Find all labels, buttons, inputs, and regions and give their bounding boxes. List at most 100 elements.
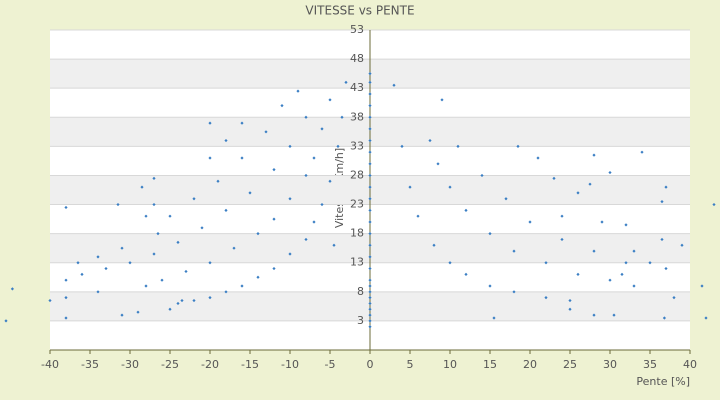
point [432, 243, 436, 247]
point [512, 249, 516, 253]
point [368, 150, 372, 154]
point [368, 325, 372, 329]
point [368, 162, 372, 166]
point [64, 316, 68, 320]
point [312, 156, 316, 160]
point [592, 313, 596, 317]
point [400, 144, 404, 148]
point [368, 284, 372, 288]
x-tick-label: 40 [683, 358, 697, 371]
y-tick-label: 23 [350, 198, 364, 211]
point [120, 246, 124, 250]
x-tick-label: 0 [367, 358, 374, 371]
point [208, 121, 212, 125]
point [632, 284, 636, 288]
point [168, 307, 172, 311]
x-tick-label: -5 [325, 358, 336, 371]
point [368, 220, 372, 224]
point [492, 316, 496, 320]
point [240, 121, 244, 125]
point [512, 290, 516, 294]
point [640, 150, 644, 154]
point [168, 214, 172, 218]
point [336, 144, 340, 148]
point [192, 197, 196, 201]
point [176, 240, 180, 244]
point [536, 156, 540, 160]
point [544, 261, 548, 265]
point [128, 261, 132, 265]
point [332, 243, 336, 247]
point [200, 226, 204, 230]
y-tick-label: 28 [350, 168, 364, 181]
x-tick-label: -25 [161, 358, 179, 371]
point [488, 232, 492, 236]
point [448, 261, 452, 265]
y-tick-label: 8 [357, 285, 364, 298]
point [368, 232, 372, 236]
x-tick-label: 35 [643, 358, 657, 371]
point [624, 223, 628, 227]
x-tick-label: 25 [563, 358, 577, 371]
point [48, 298, 52, 303]
point [368, 72, 372, 76]
y-tick-label: 38 [350, 110, 364, 123]
point [224, 138, 228, 143]
x-tick-label: 10 [443, 358, 457, 371]
y-tick-label: 53 [350, 23, 364, 36]
point [560, 237, 564, 242]
point [96, 290, 100, 294]
point [436, 162, 440, 166]
point [208, 261, 212, 265]
x-axis-title: Pente [%] [636, 375, 690, 388]
point [700, 284, 704, 288]
x-tick-label: -30 [121, 358, 139, 371]
point [76, 261, 80, 265]
point [232, 246, 236, 250]
point [192, 298, 196, 303]
point [408, 185, 412, 189]
point [392, 83, 396, 87]
point [528, 220, 532, 224]
point [368, 208, 372, 212]
y-tick-label: 43 [350, 81, 364, 94]
point [588, 182, 592, 186]
point [64, 296, 68, 300]
x-tick-label: -10 [281, 358, 299, 371]
point [116, 202, 120, 207]
point [328, 98, 332, 102]
point [368, 80, 372, 84]
point [620, 272, 624, 276]
y-tick-label: 13 [350, 256, 364, 269]
point [648, 261, 652, 265]
point [368, 319, 372, 323]
point [152, 176, 156, 180]
point [368, 278, 372, 282]
point [256, 232, 260, 236]
point [464, 208, 468, 212]
point [340, 115, 344, 119]
point [208, 156, 212, 160]
point [64, 205, 68, 210]
point [216, 179, 220, 183]
point [104, 266, 108, 271]
point [264, 130, 268, 134]
point [576, 191, 580, 195]
point [612, 313, 616, 317]
point [664, 185, 668, 189]
point [368, 255, 372, 259]
x-tick-label: 5 [407, 358, 414, 371]
point [480, 173, 484, 178]
point [296, 89, 300, 93]
point [516, 144, 520, 148]
point [304, 173, 308, 178]
point [456, 144, 460, 148]
point [568, 298, 572, 303]
point [368, 313, 372, 317]
point [504, 197, 508, 201]
point [672, 296, 676, 300]
point [600, 220, 604, 224]
point [660, 237, 664, 242]
x-tick-label: -15 [241, 358, 259, 371]
